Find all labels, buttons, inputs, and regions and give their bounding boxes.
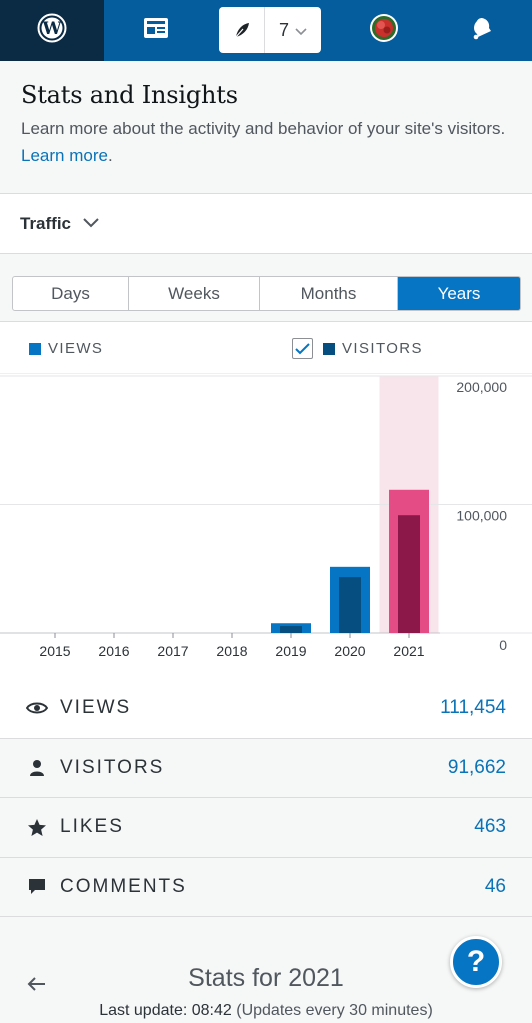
x-tick-label: 2016 bbox=[98, 643, 129, 659]
my-sites-button[interactable]: W bbox=[0, 0, 104, 61]
x-tick-label: 2019 bbox=[275, 643, 306, 659]
stat-row-likes[interactable]: LIKES 463 bbox=[0, 798, 532, 858]
eye-icon bbox=[26, 697, 48, 719]
stat-label: VISITORS bbox=[60, 756, 165, 778]
visitors-swatch bbox=[323, 342, 335, 355]
y-tick-label: 100,000 bbox=[456, 508, 507, 524]
wordpress-icon: W bbox=[37, 13, 67, 48]
traffic-chart: 200,000 100,000 0 2015 2016 2017 2018 2019 2020 2… bbox=[0, 375, 532, 659]
tab-months[interactable]: Months bbox=[260, 277, 398, 310]
chart-legend: VIEWS VISITORS bbox=[0, 322, 532, 374]
stats-summary: VIEWS 111,454 VISITORS 91,662 LIKES 463 … bbox=[0, 679, 532, 917]
checkmark-icon bbox=[295, 342, 310, 354]
x-tick-label: 2018 bbox=[216, 643, 247, 659]
stat-value: 463 bbox=[474, 816, 506, 838]
legend-views: VIEWS bbox=[29, 340, 103, 357]
stat-label: VIEWS bbox=[60, 697, 132, 719]
chevron-down-icon bbox=[295, 20, 307, 41]
stat-row-comments[interactable]: COMMENTS 46 bbox=[0, 857, 532, 917]
stat-label: COMMENTS bbox=[60, 875, 187, 897]
person-icon bbox=[26, 757, 48, 779]
page-description: Learn more about the activity and behavi… bbox=[21, 119, 506, 165]
x-tick-label: 2021 bbox=[393, 643, 424, 659]
bar-visitors bbox=[398, 515, 420, 633]
legend-visitors[interactable]: VISITORS bbox=[292, 338, 423, 359]
star-icon bbox=[26, 816, 48, 838]
page-title: Stats and Insights bbox=[21, 81, 238, 109]
x-tick-label: 2015 bbox=[39, 643, 70, 659]
reader-icon bbox=[143, 17, 169, 44]
stat-value: 111,454 bbox=[440, 697, 506, 719]
site-count: 7 bbox=[278, 19, 289, 40]
site-switcher[interactable]: 7 bbox=[265, 20, 321, 41]
bar-visitors bbox=[339, 577, 361, 633]
module-selector[interactable]: Traffic bbox=[0, 194, 532, 254]
me-button[interactable] bbox=[344, 0, 424, 61]
masterbar: W 7 bbox=[0, 0, 532, 61]
stat-value: 46 bbox=[484, 875, 506, 897]
tab-days[interactable]: Days bbox=[13, 277, 129, 310]
y-tick-label: 0 bbox=[499, 637, 507, 653]
notifications-icon bbox=[468, 15, 494, 46]
reader-button[interactable] bbox=[104, 0, 208, 61]
period-title: Stats for 2021 bbox=[188, 964, 344, 992]
avatar bbox=[369, 13, 399, 48]
visitors-checkbox[interactable] bbox=[292, 338, 313, 359]
stat-row-views[interactable]: VIEWS 111,454 bbox=[0, 679, 532, 739]
module-label: Traffic bbox=[20, 213, 72, 233]
back-arrow-icon[interactable] bbox=[26, 976, 46, 997]
write-icon bbox=[219, 7, 265, 53]
notifications-button[interactable] bbox=[430, 0, 532, 61]
help-button[interactable]: ? bbox=[450, 936, 502, 988]
views-swatch bbox=[29, 342, 41, 355]
y-tick-label: 200,000 bbox=[456, 379, 507, 395]
learn-more-link[interactable]: Learn more bbox=[21, 146, 108, 165]
period-tabs: Days Weeks Months Years bbox=[12, 276, 521, 311]
stat-row-visitors[interactable]: VISITORS 91,662 bbox=[0, 738, 532, 798]
tab-weeks[interactable]: Weeks bbox=[129, 277, 260, 310]
chart-card: VIEWS VISITORS 200,000 100,000 0 2015 2016 20… bbox=[0, 321, 532, 679]
write-button[interactable]: 7 bbox=[219, 7, 321, 53]
tab-years[interactable]: Years bbox=[398, 277, 520, 310]
stat-value: 91,662 bbox=[447, 756, 506, 778]
comment-icon bbox=[26, 876, 48, 898]
x-tick-label: 2017 bbox=[157, 643, 188, 659]
stat-label: LIKES bbox=[60, 816, 124, 838]
stats-header: Stats and Insights Learn more about the … bbox=[0, 61, 532, 194]
x-tick-label: 2020 bbox=[334, 643, 365, 659]
chevron-down-icon bbox=[83, 215, 99, 233]
last-update: Last update: 08:42 (Updates every 30 min… bbox=[99, 1002, 433, 1019]
period-footer: Stats for 2021 Last update: 08:42 (Updat… bbox=[0, 918, 532, 1023]
svg-text:W: W bbox=[41, 19, 62, 39]
bar-visitors bbox=[280, 626, 302, 633]
